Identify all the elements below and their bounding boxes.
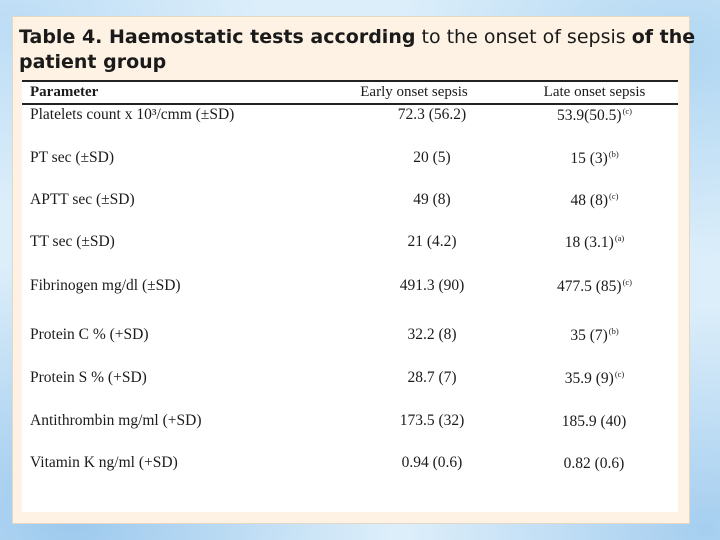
cell-early-onset: 21 (4.2) [407, 233, 457, 250]
cell-parameter: TT sec (±SD) [30, 233, 115, 250]
cell-parameter: APTT sec (±SD) [30, 191, 135, 208]
late-onset-value: 35 (7) [570, 327, 608, 344]
significance-marker: (c) [622, 277, 632, 287]
table-row: Fibrinogen mg/dl (±SD) 491.3 (90) 477.5 (8… [22, 277, 678, 299]
late-onset-value: 35.9 (9) [564, 370, 614, 387]
late-onset-value: 18 (3.1) [564, 234, 614, 251]
late-onset-value: 48 (8) [570, 192, 608, 209]
cell-early-onset: 32.2 (8) [407, 326, 457, 343]
header-parameter: Parameter [30, 84, 99, 100]
significance-marker: (c) [609, 191, 619, 201]
cell-parameter: PT sec (±SD) [30, 149, 114, 166]
cell-late-onset: 48 (8)(c) [522, 191, 667, 210]
cell-late-onset: 18 (3.1)(a) [522, 233, 667, 252]
late-onset-value: 53.9(50.5) [556, 107, 622, 124]
cell-late-onset: 15 (3)(b) [522, 149, 667, 168]
cell-early-onset: 28.7 (7) [407, 369, 457, 386]
table-header-row: Parameter Early onset sepsis Late onset … [22, 80, 678, 105]
cell-late-onset: 477.5 (85)(c) [522, 277, 667, 296]
cell-late-onset: 0.82 (0.6) [522, 454, 667, 473]
header-late-onset: Late onset sepsis [543, 84, 646, 100]
cell-parameter: Protein S % (+SD) [30, 369, 147, 386]
table-row: Vitamin K ng/ml (+SD) 0.94 (0.6) 0.82 (0.6… [22, 454, 678, 476]
title-part-3: of the patient group [19, 26, 696, 73]
cell-parameter: Platelets count x 10³/cmm (±SD) [30, 106, 235, 123]
cell-early-onset: 491.3 (90) [399, 277, 465, 294]
cell-parameter: Protein C % (+SD) [30, 326, 149, 343]
header-early-onset: Early onset sepsis [360, 84, 468, 100]
significance-marker: (c) [622, 106, 632, 116]
late-onset-value: 185.9 (40) [561, 413, 627, 430]
late-onset-value: 477.5 (85) [556, 278, 622, 295]
late-onset-value: 0.82 (0.6) [563, 455, 625, 472]
late-onset-value: 15 (3) [570, 150, 608, 167]
title-part-1: Table 4. Haemostatic tests according [19, 26, 416, 48]
results-table: Parameter Early onset sepsis Late onset … [22, 80, 678, 512]
table-row: Antithrombin mg/ml (+SD) 173.5 (32) 185.9 … [22, 412, 678, 434]
significance-marker: (a) [614, 233, 625, 243]
cell-early-onset: 173.5 (32) [399, 412, 465, 429]
significance-marker: (c) [614, 369, 625, 379]
cell-late-onset: 53.9(50.5)(c) [522, 106, 667, 125]
table-row: Platelets count x 10³/cmm (±SD) 72.3 (56.… [22, 106, 678, 128]
cell-early-onset: 0.94 (0.6) [401, 454, 463, 471]
table-row: Protein S % (+SD) 28.7 (7) 35.9 (9)(c) [22, 369, 678, 391]
table-row: Protein C % (+SD) 32.2 (8) 35 (7)(b) [22, 326, 678, 348]
title-part-2: to the onset of sepsis [415, 26, 632, 48]
slide-title: Table 4. Haemostatic tests according to … [19, 25, 699, 75]
cell-late-onset: 35 (7)(b) [522, 326, 667, 345]
table-row: PT sec (±SD) 20 (5) 15 (3)(b) [22, 149, 678, 171]
cell-late-onset: 35.9 (9)(c) [522, 369, 667, 388]
significance-marker: (b) [608, 149, 619, 159]
table-row: APTT sec (±SD) 49 (8) 48 (8)(c) [22, 191, 678, 213]
cell-parameter: Vitamin K ng/ml (+SD) [30, 454, 178, 471]
cell-late-onset: 185.9 (40) [522, 412, 667, 431]
cell-parameter: Antithrombin mg/ml (+SD) [30, 412, 202, 429]
cell-early-onset: 49 (8) [413, 191, 451, 208]
significance-marker: (b) [608, 326, 619, 336]
table-row: TT sec (±SD) 21 (4.2) 18 (3.1)(a) [22, 233, 678, 255]
cell-parameter: Fibrinogen mg/dl (±SD) [30, 277, 181, 294]
cell-early-onset: 20 (5) [413, 149, 451, 166]
cell-early-onset: 72.3 (56.2) [397, 106, 467, 123]
